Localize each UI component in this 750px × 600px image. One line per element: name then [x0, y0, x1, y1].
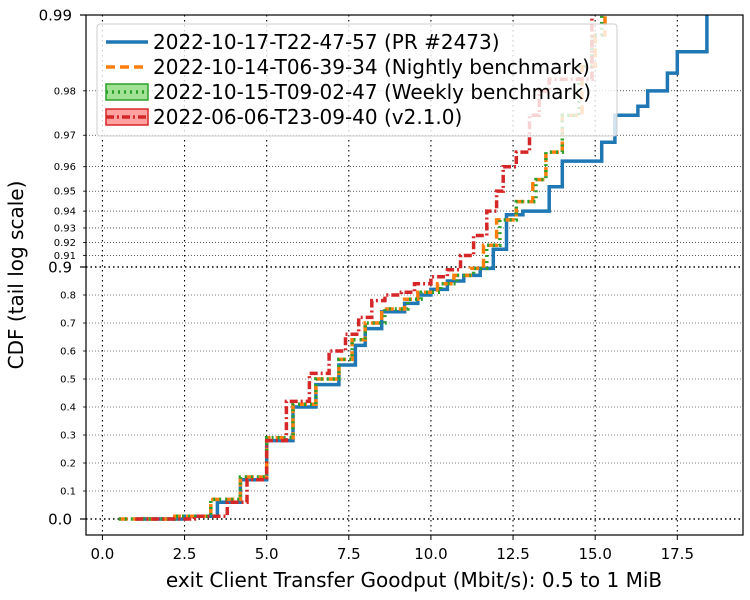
y-minor-tick-label: 0.2	[60, 459, 76, 470]
x-tick-label: 0.0	[90, 545, 114, 563]
legend-label-3: 2022-10-15-T09-02-47 (Weekly benchmark)	[153, 80, 591, 104]
y-axis-ticks: 0.1 0.2 0.3 0.4 0.5 0.6 0.7 0.8 0.91 0.92 0.93 0.94…	[39, 7, 86, 529]
y-major-tick-label: 0.0	[48, 511, 72, 529]
y-minor-tick-label: 0.95	[54, 187, 76, 198]
x-axis-label: exit Client Transfer Goodput (Mbit/s): 0…	[166, 568, 662, 592]
y-minor-tick-label: 0.3	[60, 431, 76, 442]
x-axis-ticks: 0.0 2.5 5.0 7.5 10.0 12.5 15.0 17.5	[90, 535, 694, 563]
y-axis-label: CDF (tail log scale)	[4, 181, 28, 370]
x-tick-label: 17.5	[661, 545, 694, 563]
y-minor-tick-label: 0.6	[60, 347, 76, 358]
grid-lines	[86, 15, 743, 535]
series-line-4	[135, 15, 594, 521]
x-tick-label: 10.0	[414, 545, 447, 563]
legend-label-2: 2022-10-14-T06-39-34 (Nightly benchmark)	[153, 55, 590, 79]
y-minor-tick-label: 0.92	[54, 238, 76, 249]
y-minor-tick-label: 0.1	[60, 487, 76, 498]
x-tick-label: 7.5	[337, 545, 361, 563]
y-minor-tick-label: 0.5	[60, 375, 76, 386]
legend-label-4: 2022-06-06-T23-09-40 (v2.1.0)	[153, 105, 462, 129]
y-minor-tick-label: 0.96	[54, 162, 76, 173]
plot-frame	[85, 14, 744, 536]
y-minor-tick-label: 0.97	[54, 131, 76, 142]
y-minor-tick-label: 0.98	[54, 86, 76, 97]
y-minor-tick-label: 0.4	[60, 403, 76, 414]
x-tick-label: 15.0	[578, 545, 611, 563]
series-line-3	[118, 15, 604, 521]
legend-box	[96, 23, 618, 137]
x-tick-label: 5.0	[255, 545, 279, 563]
y-minor-tick-label: 0.91	[54, 251, 76, 262]
x-tick-label: 2.5	[173, 545, 197, 563]
legend: 2022-10-17-T22-47-57 (PR #2473)2022-10-1…	[96, 23, 618, 137]
y-minor-tick-label: 0.94	[54, 207, 76, 218]
plot-area	[118, 15, 709, 521]
y-major-tick-label: 0.99	[39, 7, 72, 25]
y-major-tick-label: 0.9	[48, 259, 72, 277]
legend-label-1: 2022-10-17-T22-47-57 (PR #2473)	[153, 30, 500, 54]
y-minor-tick-label: 0.8	[60, 291, 76, 302]
y-minor-tick-label: 0.93	[54, 223, 76, 234]
x-tick-label: 12.5	[496, 545, 529, 563]
y-minor-tick-label: 0.7	[60, 319, 76, 330]
